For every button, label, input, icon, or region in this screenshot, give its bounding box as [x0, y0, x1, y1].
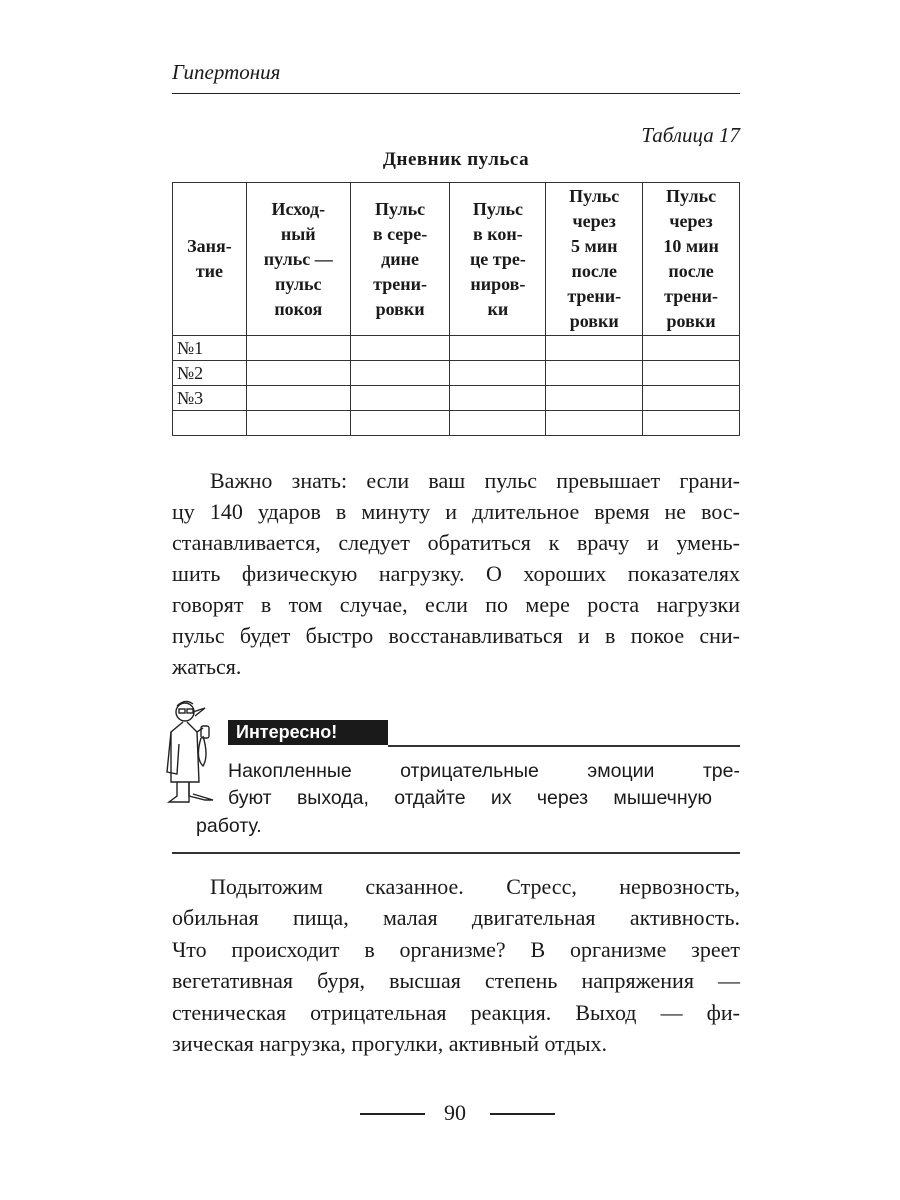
table-cell — [545, 335, 644, 361]
running-head: Гипертония — [172, 60, 281, 84]
table-cell — [545, 410, 644, 436]
page-number: 90 — [444, 1100, 466, 1125]
table-row: №1 — [172, 335, 740, 361]
table-cell — [172, 410, 247, 436]
table-cell — [449, 335, 547, 361]
callout-line: работу. — [196, 815, 262, 837]
table-cell — [545, 385, 644, 411]
table-label: Таблица 17 — [641, 123, 740, 147]
paragraph-line: Что происходит в организме? В организме … — [172, 936, 740, 962]
pulse-diary-table: Заня- тие Исход- ный пульс — пульс покоя П… — [172, 182, 740, 436]
callout-bottom-rule — [172, 852, 740, 854]
table-row: №3 — [172, 385, 740, 411]
table-cell — [545, 360, 644, 386]
header-rule — [172, 93, 740, 94]
table-cell — [642, 410, 740, 436]
table-cell — [245, 385, 351, 411]
table-cell — [245, 335, 351, 361]
callout-rule — [388, 745, 740, 747]
table-header-cell: Пульс через 5 мин после трени- ровки — [545, 182, 644, 336]
table-header-cell: Пульс в кон- це тре- ниров- ки — [449, 182, 547, 336]
paragraph-line: Подытожим сказанное. Стресс, нервозность… — [210, 874, 740, 899]
table-header-row: Заня- тие Исход- ный пульс — пульс покоя П… — [172, 182, 740, 336]
paragraph-line: стеническая отрицательная реакция. Выход… — [172, 999, 740, 1025]
table-cell: №3 — [172, 385, 247, 411]
paragraph-line: жаться. — [172, 654, 242, 679]
table-row: №2 — [172, 360, 740, 386]
table-header-cell: Исход- ный пульс — пульс покоя — [245, 182, 351, 336]
paragraph-line: обильная пища, малая двигательная активн… — [172, 905, 740, 931]
table-cell — [349, 385, 451, 411]
callout-line: Накопленные отрицательные эмоции тре- — [228, 760, 740, 782]
doctor-with-stethoscope-icon — [166, 700, 214, 803]
paragraph-line: Важно знать: если ваш пульс превышает гр… — [210, 468, 740, 493]
table-cell: №1 — [172, 335, 247, 361]
page-number-rule-right — [490, 1113, 555, 1115]
paragraph-line: шить физическую нагрузку. О хороших пока… — [172, 561, 740, 586]
table-cell — [349, 360, 451, 386]
table-cell — [245, 410, 351, 436]
paragraph-line: пульс будет быстро восстанавливаться и в… — [172, 623, 740, 648]
table-cell — [449, 360, 547, 386]
paragraph-line: цу 140 ударов в минуту и длительное врем… — [172, 499, 740, 524]
table-cell — [642, 360, 740, 386]
paragraph-line: говорят в том случае, если по мере роста… — [172, 592, 740, 617]
paragraph-line: станавливается, следует обратиться к вра… — [172, 530, 740, 555]
table-row — [172, 410, 740, 436]
table-header-cell: Пульс через 10 мин после трени- ровки — [642, 182, 740, 336]
table-cell — [349, 335, 451, 361]
table-header-cell: Пульс в сере- дине трени- ровки — [349, 182, 451, 336]
callout-line: буют выхода, отдайте их через мышечную — [228, 787, 712, 809]
table-cell — [349, 410, 451, 436]
table-title: Дневник пульса — [382, 149, 530, 170]
table-header-cell: Заня- тие — [172, 182, 247, 336]
table-cell — [642, 385, 740, 411]
table-cell — [449, 385, 547, 411]
paragraph-line: зическая нагрузка, прогулки, активный от… — [172, 1031, 607, 1056]
callout-label: Интересно! — [228, 720, 388, 745]
page-number-rule-left — [360, 1113, 425, 1115]
table-cell — [245, 360, 351, 386]
paragraph-line: вегетативная буря, высшая степень напряж… — [172, 968, 740, 994]
table-cell: №2 — [172, 360, 247, 386]
table-cell — [449, 410, 547, 436]
table-cell — [642, 335, 740, 361]
